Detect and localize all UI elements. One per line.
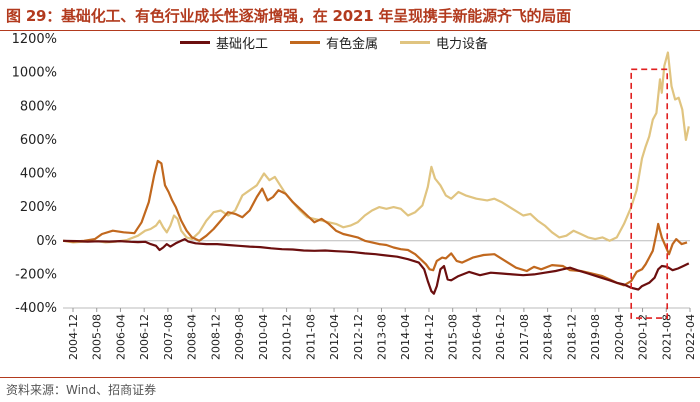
legend-swatch-metals xyxy=(290,41,321,44)
series-layer xyxy=(62,51,690,295)
x-tick-label: 2018-04 xyxy=(542,314,555,360)
footer-divider xyxy=(0,377,700,378)
legend: 基础化工 有色金属 电力设备 xyxy=(180,33,488,52)
x-axis: 2004-12 2005-08 2006-04 2006-12 2007-08 2008-… xyxy=(63,240,697,360)
x-tick-label: 2016-04 xyxy=(470,314,483,360)
x-tick-label: 2009-08 xyxy=(233,314,246,360)
x-tick-label: 2010-12 xyxy=(281,314,294,360)
legend-item-metals: 有色金属 xyxy=(290,33,378,52)
x-tick-label: 2021-08 xyxy=(660,314,673,360)
x-tick-label: 2013-08 xyxy=(376,314,389,360)
y-tick-label: -400% xyxy=(15,301,57,316)
legend-swatch-chemical xyxy=(180,41,210,44)
y-tick-label: -200% xyxy=(15,267,57,282)
highlight-layer xyxy=(630,68,669,319)
legend-label-chemical: 基础化工 xyxy=(216,37,269,52)
x-tick-label: 2011-08 xyxy=(304,314,317,360)
x-tick-label: 2022-04 xyxy=(684,314,697,360)
legend-label-power-equipment: 电力设备 xyxy=(436,37,489,52)
y-axis: -400% -200% 0% 200% 400% 600% 800% 1000% 1200% xyxy=(12,32,57,316)
chart-title: 图 29：基础化工、有色行业成长性逐渐增强，在 2021 年呈现携手新能源齐飞的… xyxy=(6,7,571,25)
x-tick-label: 2019-08 xyxy=(589,314,602,360)
x-tick-label: 2005-08 xyxy=(91,314,104,360)
source-note: 资料来源：Wind、招商证券 xyxy=(6,383,157,397)
x-tick-label: 2008-12 xyxy=(209,314,222,360)
y-tick-label: 200% xyxy=(20,200,57,215)
x-tick-label: 2012-12 xyxy=(352,314,365,360)
x-tick-label: 2008-04 xyxy=(186,314,199,360)
x-tick-label: 2020-12 xyxy=(637,314,650,360)
x-tick-label: 2017-08 xyxy=(518,314,531,360)
y-tick-label: 0% xyxy=(36,234,57,249)
title-bar: 图 29：基础化工、有色行业成长性逐渐增强，在 2021 年呈现携手新能源齐飞的… xyxy=(0,0,700,31)
x-tick-label: 2018-12 xyxy=(565,314,578,360)
x-tick-label: 2014-04 xyxy=(399,314,412,360)
x-tick-label: 2006-12 xyxy=(138,314,151,360)
y-tick-label: 1000% xyxy=(12,66,57,81)
series-line-power-equipment xyxy=(62,51,690,244)
x-tick-label: 2015-08 xyxy=(447,314,460,360)
y-tick-label: 600% xyxy=(20,133,57,148)
series-line-chemical xyxy=(63,238,690,295)
x-tick-label: 2007-08 xyxy=(162,314,175,360)
y-tick-label: 400% xyxy=(20,167,57,182)
x-tick-label: 2014-12 xyxy=(423,314,436,360)
y-tick-label: 800% xyxy=(20,99,57,114)
x-tick-label: 2020-04 xyxy=(613,314,626,360)
highlight-box xyxy=(630,68,669,319)
legend-item-chemical: 基础化工 xyxy=(180,33,268,52)
y-tick-label: 1200% xyxy=(12,32,57,47)
x-tick-label: 2012-04 xyxy=(328,314,341,360)
legend-item-power-equipment: 电力设备 xyxy=(400,33,488,52)
legend-swatch-power-equipment xyxy=(400,41,431,44)
line-chart: -400% -200% 0% 200% 400% 600% 800% 1000% 1200% 2… xyxy=(12,32,697,360)
legend-label-metals: 有色金属 xyxy=(326,37,379,52)
x-tick-label: 2004-12 xyxy=(67,314,80,360)
x-tick-label: 2010-04 xyxy=(257,314,270,360)
x-tick-label: 2006-04 xyxy=(114,314,127,360)
x-tick-label: 2016-12 xyxy=(494,314,507,360)
